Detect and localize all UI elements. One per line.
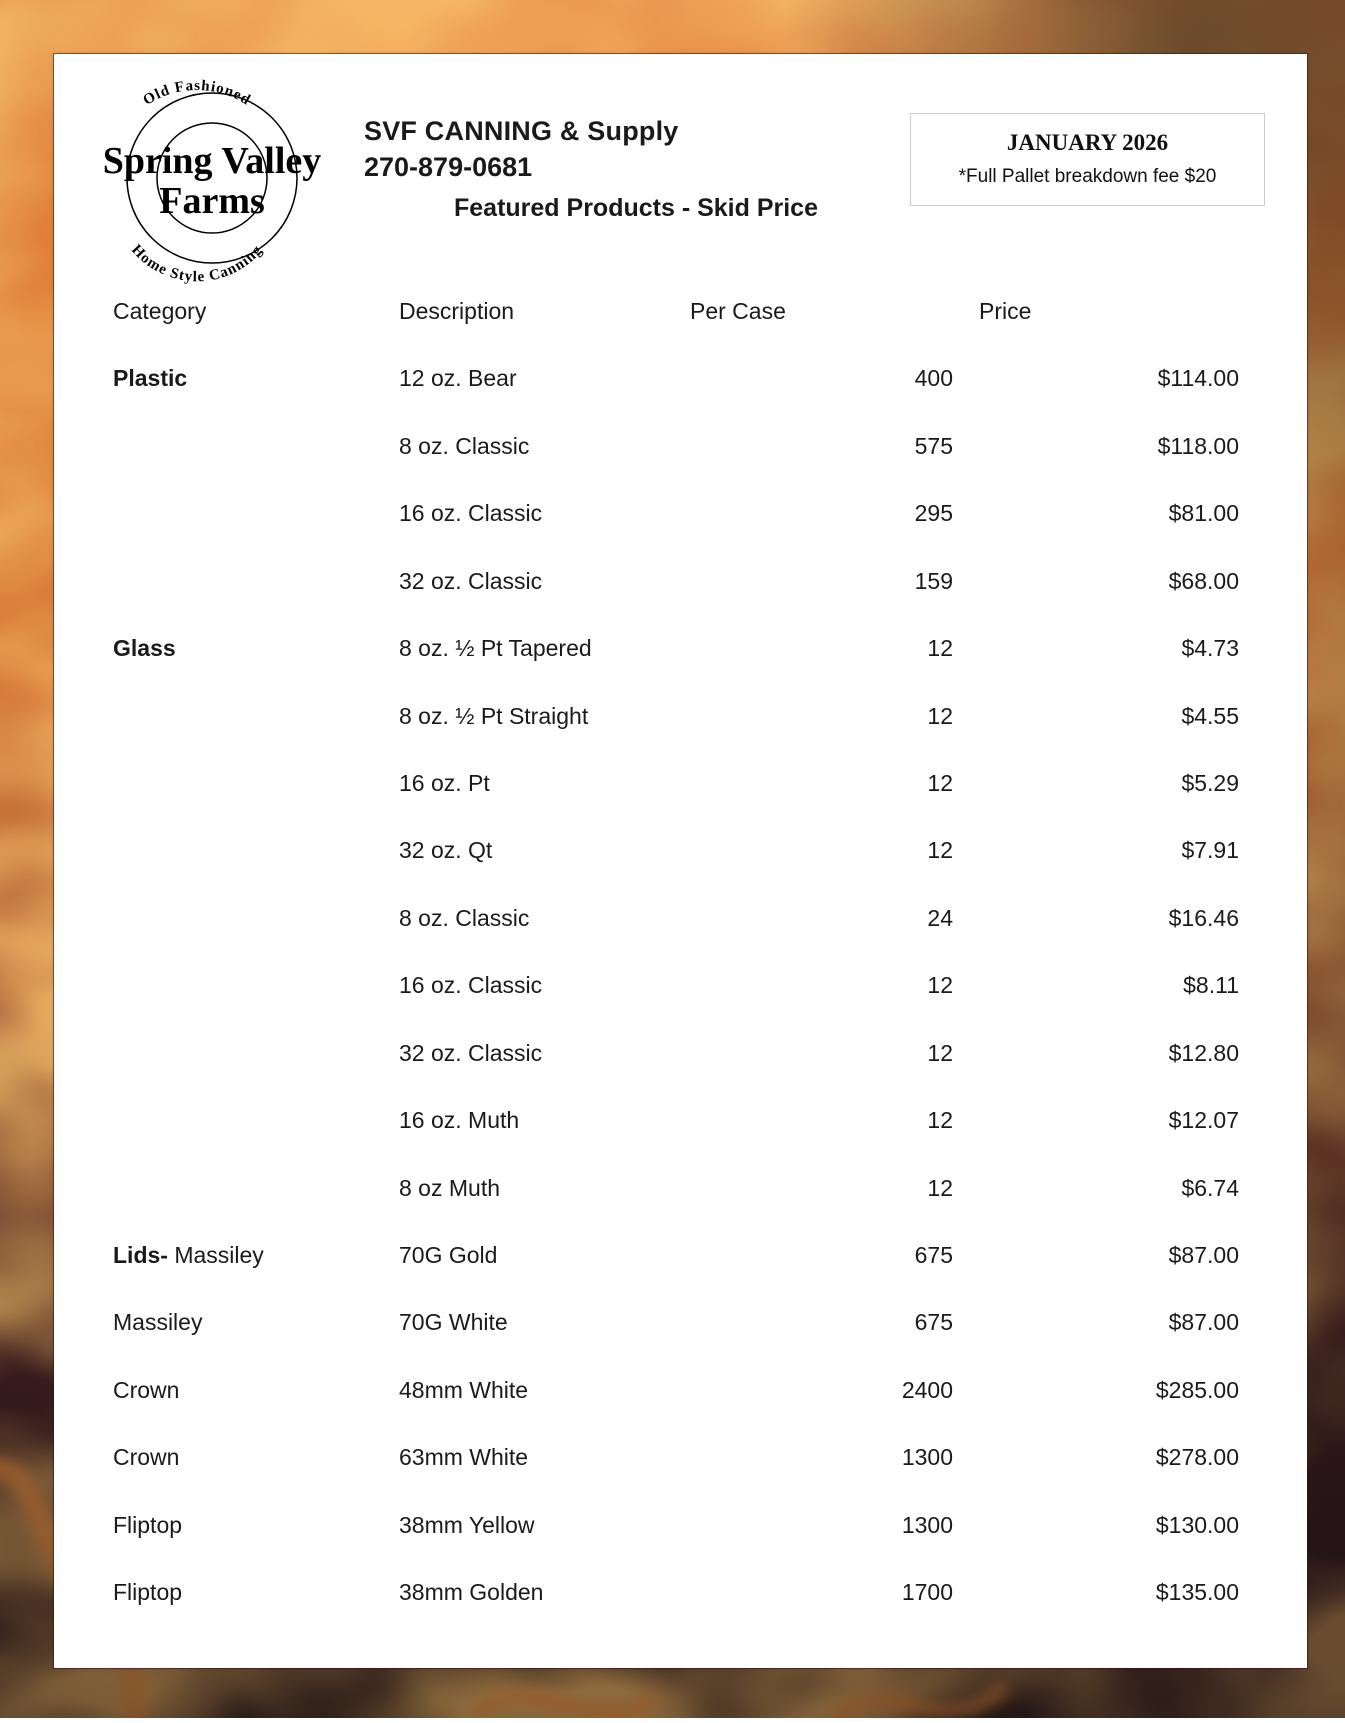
svg-text:Spring Valley: Spring Valley (103, 140, 322, 182)
svg-text:Farms: Farms (159, 180, 265, 222)
svg-text:Old Fashioned: Old Fashioned (141, 78, 254, 109)
svg-text:Home Style Canning: Home Style Canning (128, 242, 266, 285)
